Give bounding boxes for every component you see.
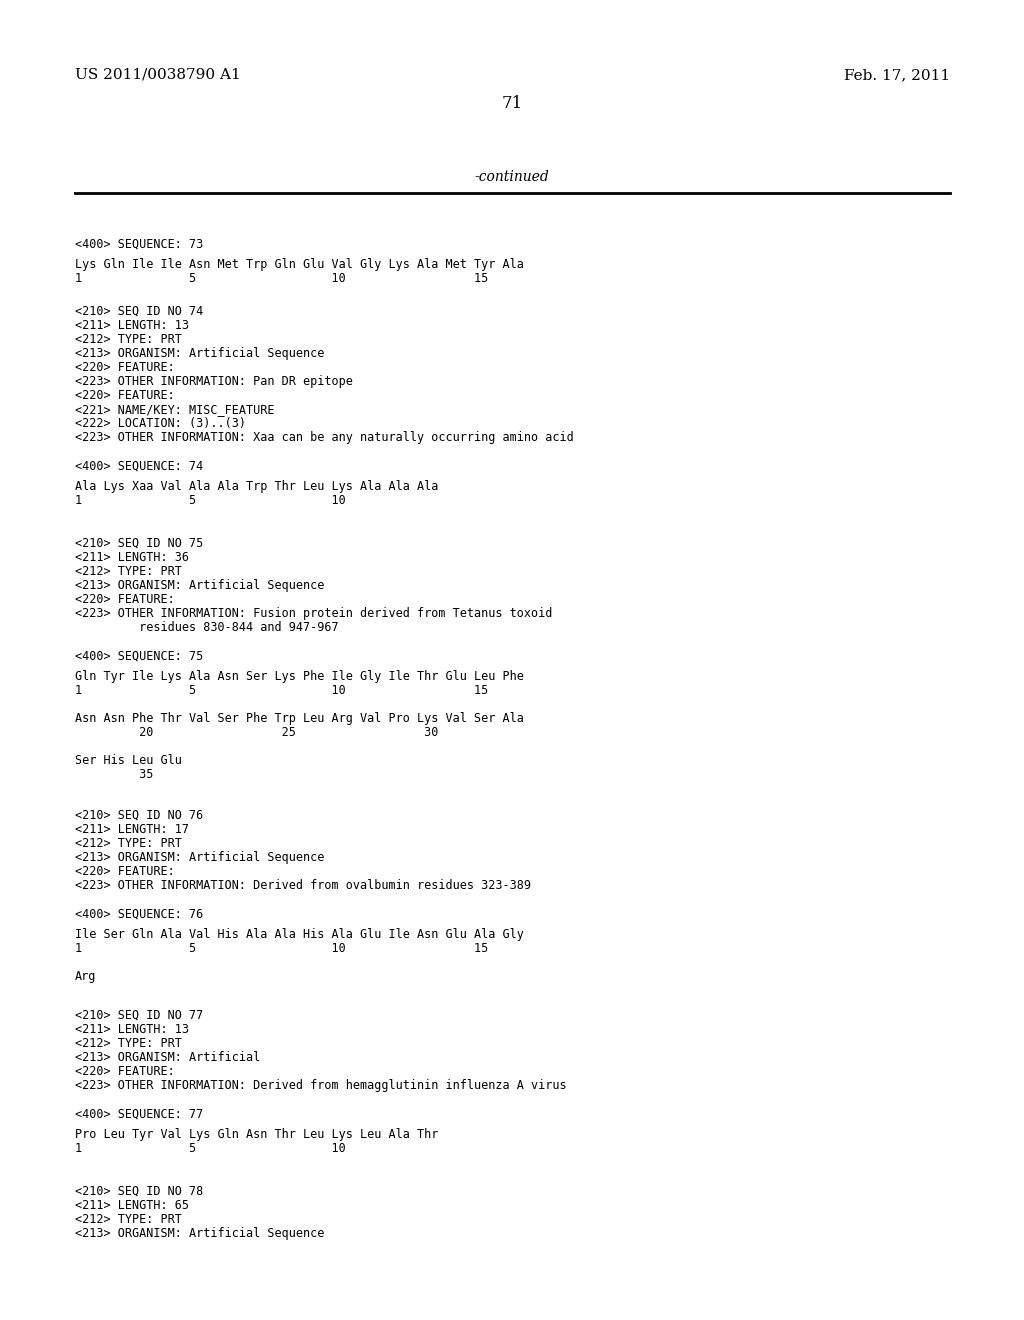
Text: US 2011/0038790 A1: US 2011/0038790 A1 xyxy=(75,69,241,82)
Text: <210> SEQ ID NO 74: <210> SEQ ID NO 74 xyxy=(75,305,203,318)
Text: <211> LENGTH: 17: <211> LENGTH: 17 xyxy=(75,822,189,836)
Text: <212> TYPE: PRT: <212> TYPE: PRT xyxy=(75,333,182,346)
Text: <400> SEQUENCE: 75: <400> SEQUENCE: 75 xyxy=(75,649,203,663)
Text: Ile Ser Gln Ala Val His Ala Ala His Ala Glu Ile Asn Glu Ala Gly: Ile Ser Gln Ala Val His Ala Ala His Ala … xyxy=(75,928,524,941)
Text: <211> LENGTH: 36: <211> LENGTH: 36 xyxy=(75,550,189,564)
Text: Ala Lys Xaa Val Ala Ala Trp Thr Leu Lys Ala Ala Ala: Ala Lys Xaa Val Ala Ala Trp Thr Leu Lys … xyxy=(75,480,438,492)
Text: Ser His Leu Glu: Ser His Leu Glu xyxy=(75,754,182,767)
Text: <223> OTHER INFORMATION: Xaa can be any naturally occurring amino acid: <223> OTHER INFORMATION: Xaa can be any … xyxy=(75,432,573,444)
Text: 35: 35 xyxy=(75,768,154,781)
Text: 1               5                   10: 1 5 10 xyxy=(75,1142,346,1155)
Text: Feb. 17, 2011: Feb. 17, 2011 xyxy=(844,69,950,82)
Text: 20                  25                  30: 20 25 30 xyxy=(75,726,438,739)
Text: <220> FEATURE:: <220> FEATURE: xyxy=(75,389,175,403)
Text: <400> SEQUENCE: 73: <400> SEQUENCE: 73 xyxy=(75,238,203,251)
Text: <400> SEQUENCE: 74: <400> SEQUENCE: 74 xyxy=(75,459,203,473)
Text: Lys Gln Ile Ile Asn Met Trp Gln Glu Val Gly Lys Ala Met Tyr Ala: Lys Gln Ile Ile Asn Met Trp Gln Glu Val … xyxy=(75,257,524,271)
Text: <223> OTHER INFORMATION: Pan DR epitope: <223> OTHER INFORMATION: Pan DR epitope xyxy=(75,375,353,388)
Text: <213> ORGANISM: Artificial Sequence: <213> ORGANISM: Artificial Sequence xyxy=(75,579,325,591)
Text: <220> FEATURE:: <220> FEATURE: xyxy=(75,865,175,878)
Text: residues 830-844 and 947-967: residues 830-844 and 947-967 xyxy=(75,620,339,634)
Text: <213> ORGANISM: Artificial Sequence: <213> ORGANISM: Artificial Sequence xyxy=(75,347,325,360)
Text: 71: 71 xyxy=(502,95,522,112)
Text: Arg: Arg xyxy=(75,970,96,983)
Text: <210> SEQ ID NO 78: <210> SEQ ID NO 78 xyxy=(75,1185,203,1199)
Text: <210> SEQ ID NO 75: <210> SEQ ID NO 75 xyxy=(75,537,203,550)
Text: 1               5                   10                  15: 1 5 10 15 xyxy=(75,942,488,954)
Text: <211> LENGTH: 13: <211> LENGTH: 13 xyxy=(75,1023,189,1036)
Text: -continued: -continued xyxy=(475,170,549,183)
Text: <213> ORGANISM: Artificial Sequence: <213> ORGANISM: Artificial Sequence xyxy=(75,1228,325,1239)
Text: <213> ORGANISM: Artificial: <213> ORGANISM: Artificial xyxy=(75,1051,260,1064)
Text: <212> TYPE: PRT: <212> TYPE: PRT xyxy=(75,1213,182,1226)
Text: <220> FEATURE:: <220> FEATURE: xyxy=(75,1065,175,1078)
Text: <210> SEQ ID NO 77: <210> SEQ ID NO 77 xyxy=(75,1008,203,1022)
Text: <212> TYPE: PRT: <212> TYPE: PRT xyxy=(75,565,182,578)
Text: Gln Tyr Ile Lys Ala Asn Ser Lys Phe Ile Gly Ile Thr Glu Leu Phe: Gln Tyr Ile Lys Ala Asn Ser Lys Phe Ile … xyxy=(75,671,524,682)
Text: <213> ORGANISM: Artificial Sequence: <213> ORGANISM: Artificial Sequence xyxy=(75,851,325,865)
Text: <222> LOCATION: (3)..(3): <222> LOCATION: (3)..(3) xyxy=(75,417,246,430)
Text: Pro Leu Tyr Val Lys Gln Asn Thr Leu Lys Leu Ala Thr: Pro Leu Tyr Val Lys Gln Asn Thr Leu Lys … xyxy=(75,1129,438,1140)
Text: <211> LENGTH: 65: <211> LENGTH: 65 xyxy=(75,1199,189,1212)
Text: <223> OTHER INFORMATION: Derived from ovalbumin residues 323-389: <223> OTHER INFORMATION: Derived from ov… xyxy=(75,879,531,892)
Text: <400> SEQUENCE: 77: <400> SEQUENCE: 77 xyxy=(75,1107,203,1121)
Text: <210> SEQ ID NO 76: <210> SEQ ID NO 76 xyxy=(75,809,203,822)
Text: <220> FEATURE:: <220> FEATURE: xyxy=(75,360,175,374)
Text: 1               5                   10                  15: 1 5 10 15 xyxy=(75,684,488,697)
Text: <211> LENGTH: 13: <211> LENGTH: 13 xyxy=(75,319,189,333)
Text: <223> OTHER INFORMATION: Derived from hemagglutinin influenza A virus: <223> OTHER INFORMATION: Derived from he… xyxy=(75,1078,566,1092)
Text: Asn Asn Phe Thr Val Ser Phe Trp Leu Arg Val Pro Lys Val Ser Ala: Asn Asn Phe Thr Val Ser Phe Trp Leu Arg … xyxy=(75,711,524,725)
Text: <221> NAME/KEY: MISC_FEATURE: <221> NAME/KEY: MISC_FEATURE xyxy=(75,403,274,416)
Text: <212> TYPE: PRT: <212> TYPE: PRT xyxy=(75,837,182,850)
Text: <400> SEQUENCE: 76: <400> SEQUENCE: 76 xyxy=(75,908,203,921)
Text: 1               5                   10                  15: 1 5 10 15 xyxy=(75,272,488,285)
Text: <212> TYPE: PRT: <212> TYPE: PRT xyxy=(75,1038,182,1049)
Text: <220> FEATURE:: <220> FEATURE: xyxy=(75,593,175,606)
Text: <223> OTHER INFORMATION: Fusion protein derived from Tetanus toxoid: <223> OTHER INFORMATION: Fusion protein … xyxy=(75,607,552,620)
Text: 1               5                   10: 1 5 10 xyxy=(75,494,346,507)
